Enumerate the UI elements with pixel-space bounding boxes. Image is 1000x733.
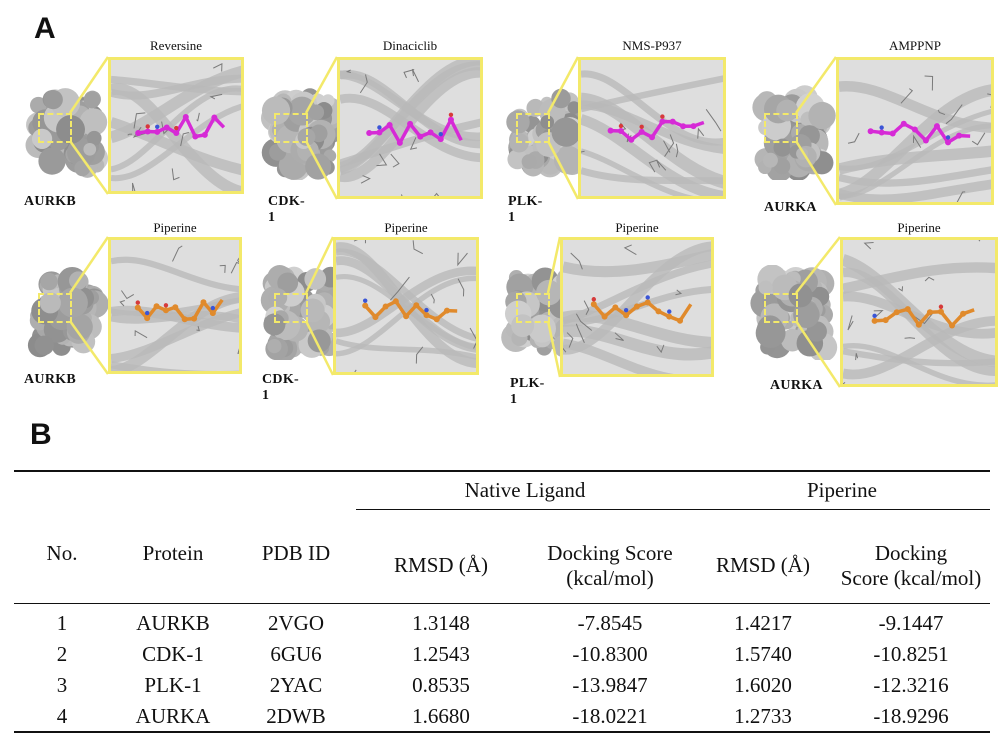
- col-header-score-native-line2: (kcal/mol): [526, 566, 694, 591]
- binding-pocket-image: [843, 240, 995, 384]
- ligand-label: Dinaciclib: [337, 38, 483, 54]
- cell-score-pip: -9.1447: [832, 603, 990, 639]
- cell-protein: AURKB: [110, 603, 236, 639]
- cell-rmsd-native: 1.3148: [356, 603, 526, 639]
- cell-score-native: -18.0221: [526, 701, 694, 732]
- zoom-box: [333, 237, 479, 375]
- cell-pdb: 2VGO: [236, 603, 356, 639]
- protein-label: PLK-1: [508, 194, 543, 226]
- ligand-label: Piperine: [560, 220, 714, 236]
- cell-no: 4: [14, 701, 110, 732]
- protein-label: AURKA: [764, 200, 817, 216]
- col-header-rmsd-piperine: RMSD (Å): [694, 529, 832, 603]
- cell-no: 3: [14, 670, 110, 701]
- cell-rmsd-native: 0.8535: [356, 670, 526, 701]
- protein-label: AURKB: [24, 194, 76, 210]
- zoom-box: [337, 57, 483, 199]
- cell-score-native: -7.8545: [526, 603, 694, 639]
- binding-pocket-image: [581, 60, 723, 196]
- selection-box: [38, 293, 72, 323]
- cell-no: 1: [14, 603, 110, 639]
- docking-results-table-wrap: Native Ligand Piperine No. Protein PDB I…: [14, 470, 990, 733]
- selection-box: [516, 113, 550, 143]
- ligand-label: NMS-P937: [578, 38, 726, 54]
- cell-score-native: -13.9847: [526, 670, 694, 701]
- ligand-label: Piperine: [840, 220, 998, 236]
- zoom-box: [108, 237, 242, 374]
- cell-pdb: 2YAC: [236, 670, 356, 701]
- protein-label: CDK-1: [262, 372, 299, 404]
- zoom-box: [108, 57, 244, 194]
- zoom-box: [578, 57, 726, 199]
- col-header-score-piperine-line2: Score (kcal/mol): [832, 566, 990, 591]
- group-header-native-ligand: Native Ligand: [356, 471, 694, 509]
- cell-rmsd-native: 1.2543: [356, 639, 526, 670]
- cell-score-pip: -12.3216: [832, 670, 990, 701]
- selection-box: [38, 113, 72, 143]
- binding-pocket-image: [336, 240, 476, 372]
- cell-score-pip: -10.8251: [832, 639, 990, 670]
- ligand-label: Piperine: [333, 220, 479, 236]
- binding-pocket-image: [111, 60, 241, 191]
- binding-pocket-image: [111, 240, 239, 371]
- cell-protein: AURKA: [110, 701, 236, 732]
- col-header-pdb-id: PDB ID: [236, 517, 356, 591]
- panel-a-letter: A: [34, 12, 56, 46]
- col-header-score-native-line1: Docking Score: [526, 541, 694, 566]
- docking-results-table: Native Ligand Piperine No. Protein PDB I…: [14, 470, 990, 733]
- protein-label: AURKA: [770, 378, 823, 394]
- cell-protein: PLK-1: [110, 670, 236, 701]
- col-header-score-piperine: Docking Score (kcal/mol): [832, 529, 990, 603]
- cell-pdb: 6GU6: [236, 639, 356, 670]
- selection-box: [764, 113, 798, 143]
- cell-rmsd-pip: 1.6020: [694, 670, 832, 701]
- zoom-box: [840, 237, 998, 387]
- selection-box: [274, 293, 308, 323]
- cell-score-pip: -18.9296: [832, 701, 990, 732]
- cell-protein: CDK-1: [110, 639, 236, 670]
- col-header-score-native: Docking Score (kcal/mol): [526, 529, 694, 603]
- col-header-rmsd-native: RMSD (Å): [356, 529, 526, 603]
- binding-pocket-image: [839, 60, 991, 202]
- cell-score-native: -10.8300: [526, 639, 694, 670]
- col-header-no: No.: [14, 517, 110, 591]
- cell-no: 2: [14, 639, 110, 670]
- ligand-label: AMPPNP: [836, 38, 994, 54]
- ligand-label: Piperine: [108, 220, 242, 236]
- selection-box: [764, 293, 798, 323]
- binding-pocket-image: [340, 60, 480, 196]
- cell-rmsd-pip: 1.5740: [694, 639, 832, 670]
- group-header-piperine: Piperine: [694, 471, 990, 509]
- selection-box: [274, 113, 308, 143]
- zoom-box: [836, 57, 994, 205]
- protein-label: AURKB: [24, 372, 76, 388]
- col-header-score-piperine-line1: Docking: [832, 541, 990, 566]
- zoom-box: [560, 237, 714, 377]
- cell-rmsd-pip: 1.2733: [694, 701, 832, 732]
- protein-label: CDK-1: [268, 194, 305, 226]
- binding-pocket-image: [563, 240, 711, 374]
- ligand-label: Reversine: [108, 38, 244, 54]
- col-header-protein: Protein: [110, 517, 236, 591]
- cell-rmsd-pip: 1.4217: [694, 603, 832, 639]
- selection-box: [516, 293, 550, 323]
- protein-label: PLK-1: [510, 376, 545, 408]
- panel-b-letter: B: [30, 418, 52, 452]
- cell-rmsd-native: 1.6680: [356, 701, 526, 732]
- cell-pdb: 2DWB: [236, 701, 356, 732]
